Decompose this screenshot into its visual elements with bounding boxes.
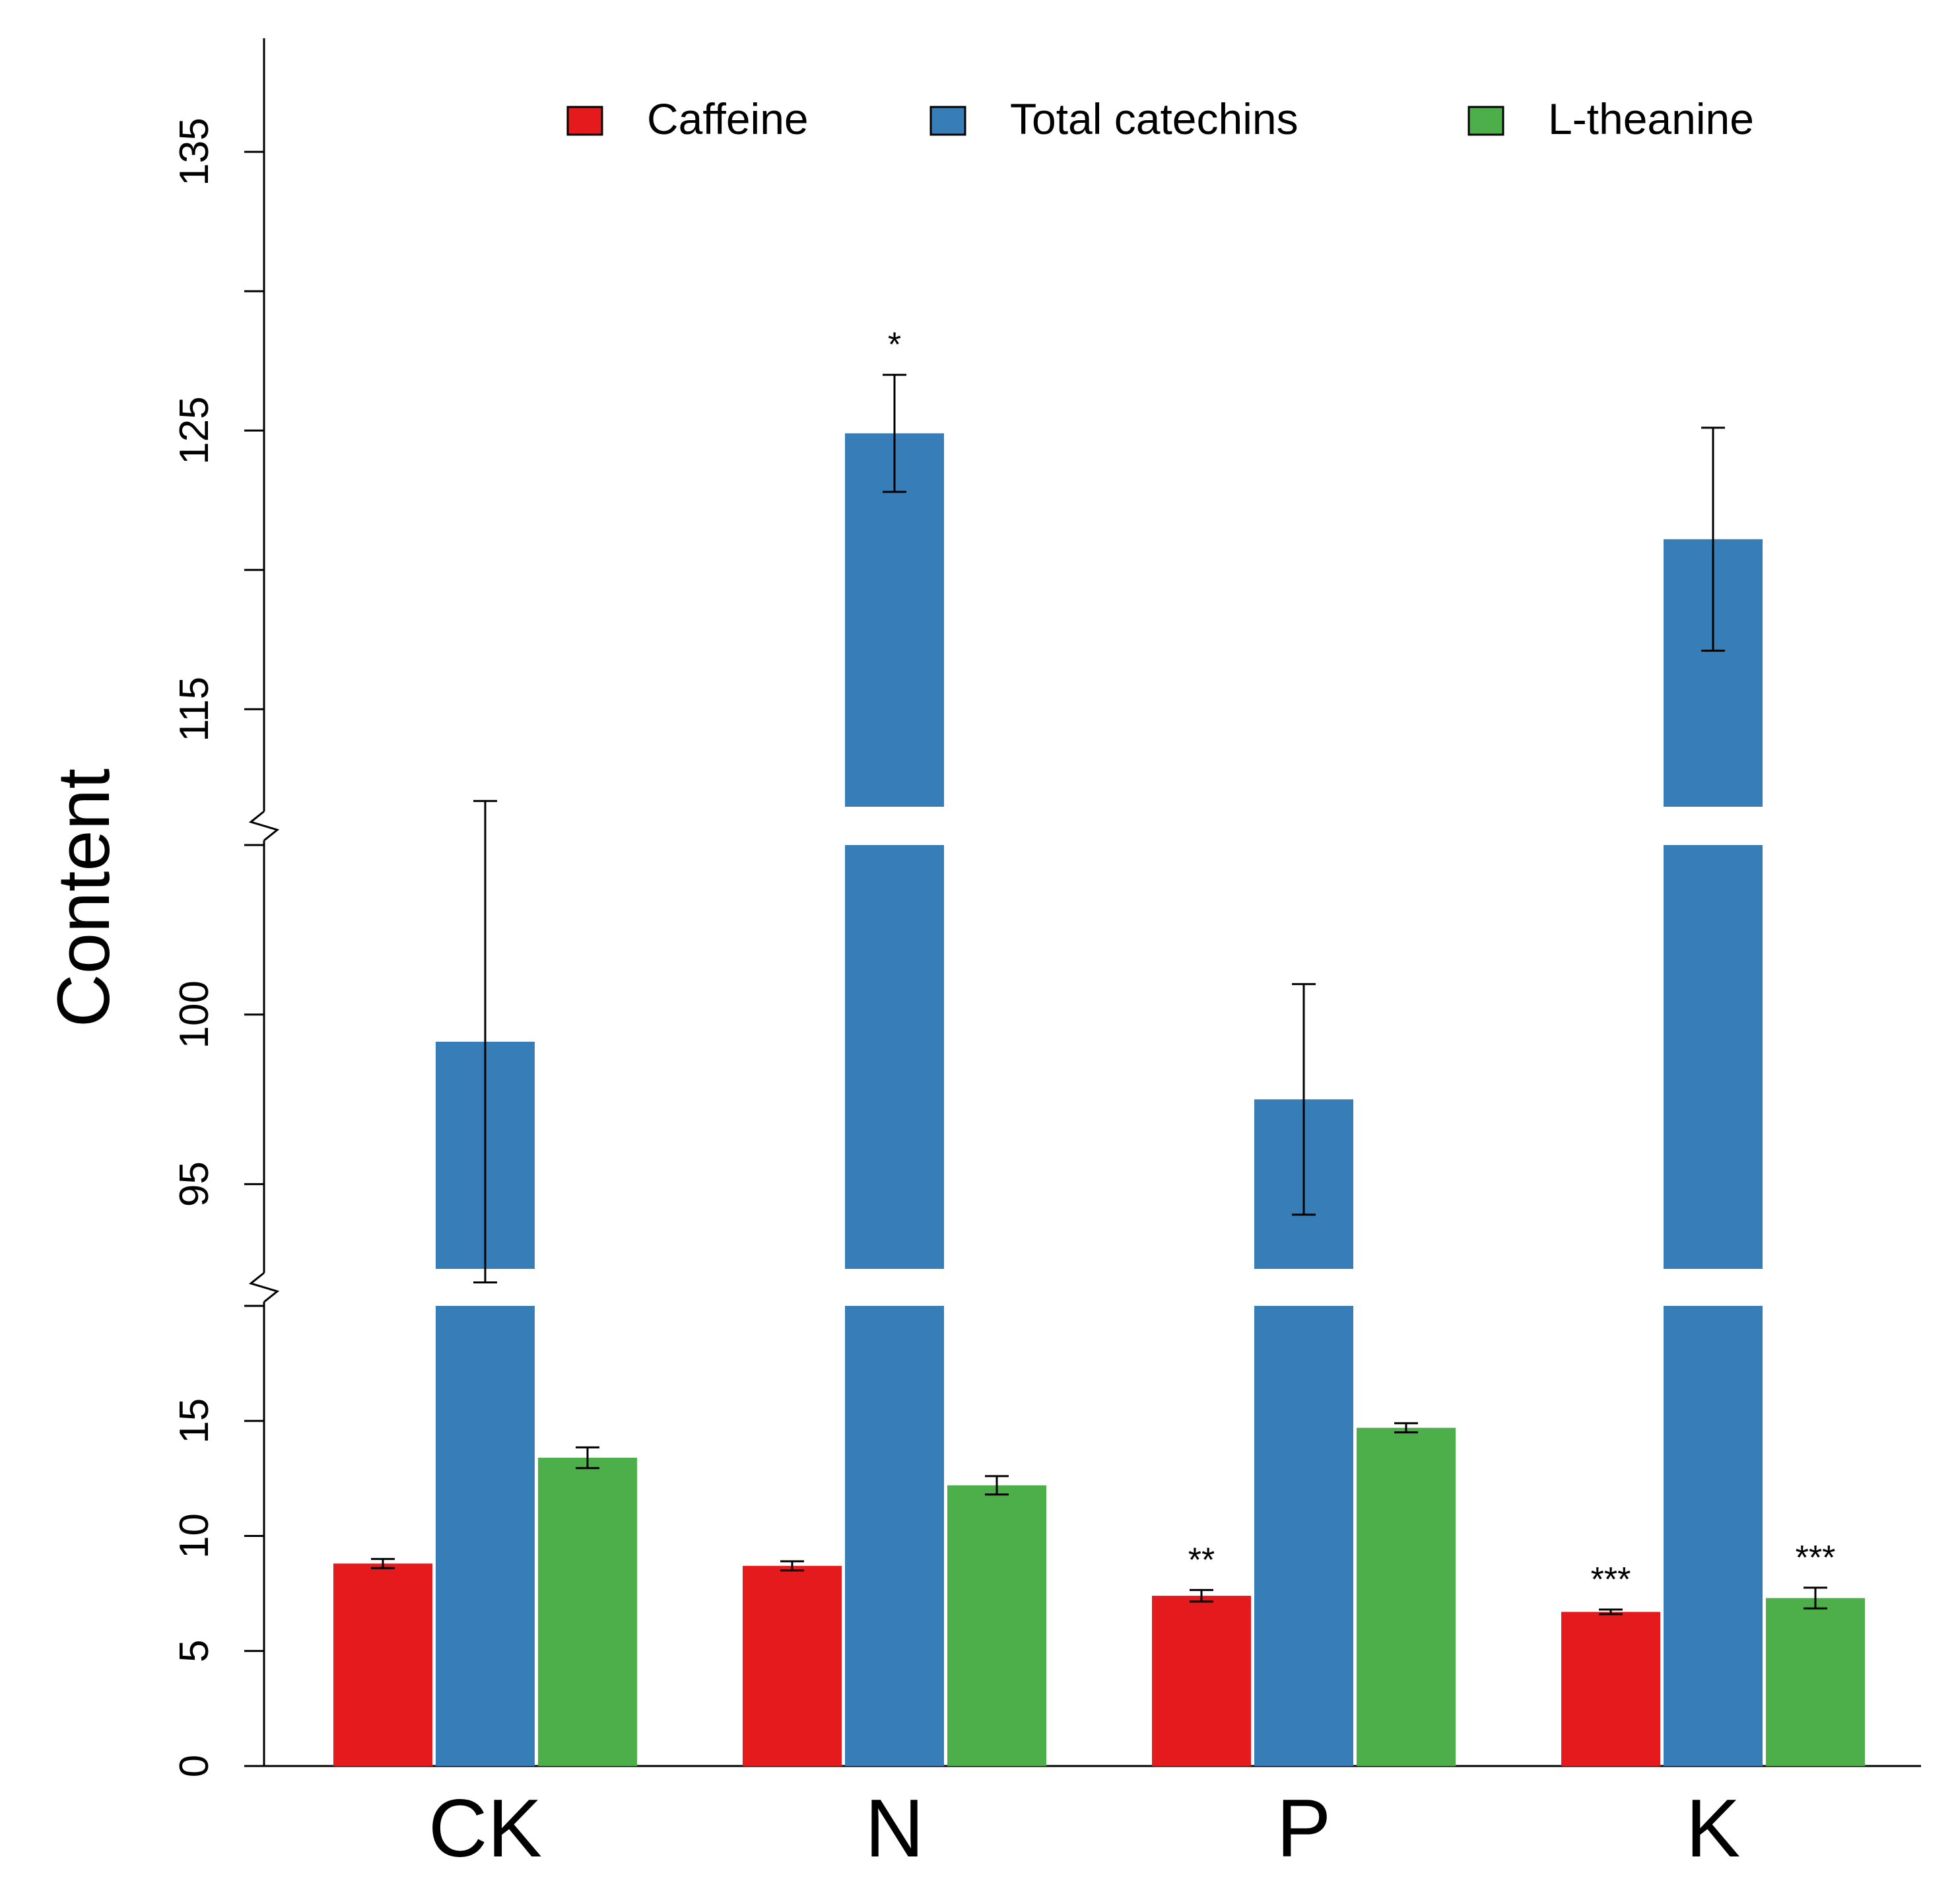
bar-l-theanine-n	[947, 1485, 1046, 1766]
y-tick-label: 0	[172, 1755, 217, 1777]
y-axis-label: Content	[42, 768, 125, 1027]
y-tick-label: 15	[172, 1398, 217, 1444]
significance-mark: **	[1188, 1541, 1215, 1579]
bar-total-catechins-p	[1254, 1306, 1353, 1766]
y-tick-label: 135	[172, 118, 217, 186]
significance-mark: ***	[1796, 1539, 1836, 1577]
x-tick-label-n: N	[865, 1783, 924, 1874]
x-tick-label-k: K	[1686, 1783, 1741, 1874]
bar-total-catechins-k	[1664, 1306, 1763, 1766]
legend-label-caffeine: Caffeine	[647, 94, 809, 143]
bars	[333, 433, 1865, 1766]
x-tick-label-ck: CK	[428, 1783, 542, 1874]
x-tick-labels: CK N P K	[428, 1783, 1740, 1874]
legend-label-l-theanine: L-theanine	[1548, 94, 1754, 143]
bar-total-catechins-n	[845, 433, 944, 807]
axis-break-icon	[248, 1272, 280, 1303]
x-tick-label-p: P	[1277, 1783, 1332, 1874]
bar-total-catechins-n	[845, 1306, 944, 1766]
legend: Caffeine Total catechins L-theanine	[566, 94, 1754, 143]
axes: 0 5 10 15 95 100 115 125 135	[172, 38, 1921, 1777]
y-tick-label: 10	[172, 1513, 217, 1559]
bar-l-theanine-p	[1357, 1427, 1456, 1766]
bar-total-catechins-ck	[436, 1306, 535, 1766]
bar-caffeine-ck	[333, 1563, 432, 1766]
y-tick-label: 95	[172, 1161, 217, 1207]
significance-mark: *	[888, 326, 901, 364]
significance-mark: ***	[1591, 1561, 1631, 1599]
bar-caffeine-k	[1561, 1612, 1660, 1766]
y-tick-label: 100	[172, 980, 217, 1048]
y-tick-label: 125	[172, 396, 217, 464]
bar-l-theanine-k	[1766, 1598, 1865, 1766]
significance-annotations: *********	[888, 326, 1835, 1599]
legend-swatch-total-catechins	[929, 106, 966, 136]
bar-caffeine-p	[1152, 1596, 1251, 1766]
bar-l-theanine-ck	[538, 1458, 637, 1766]
bar-caffeine-n	[743, 1565, 842, 1766]
y-tick-label: 5	[172, 1640, 217, 1662]
legend-swatch-caffeine	[566, 106, 603, 136]
error-bars	[371, 374, 1827, 1615]
legend-swatch-l-theanine	[1467, 106, 1504, 136]
legend-label-total-catechins: Total catechins	[1010, 94, 1298, 143]
y-tick-label: 115	[172, 677, 217, 742]
bar-total-catechins-k	[1664, 845, 1763, 1269]
axis-break-icon	[248, 810, 280, 842]
bar-total-catechins-n	[845, 845, 944, 1269]
